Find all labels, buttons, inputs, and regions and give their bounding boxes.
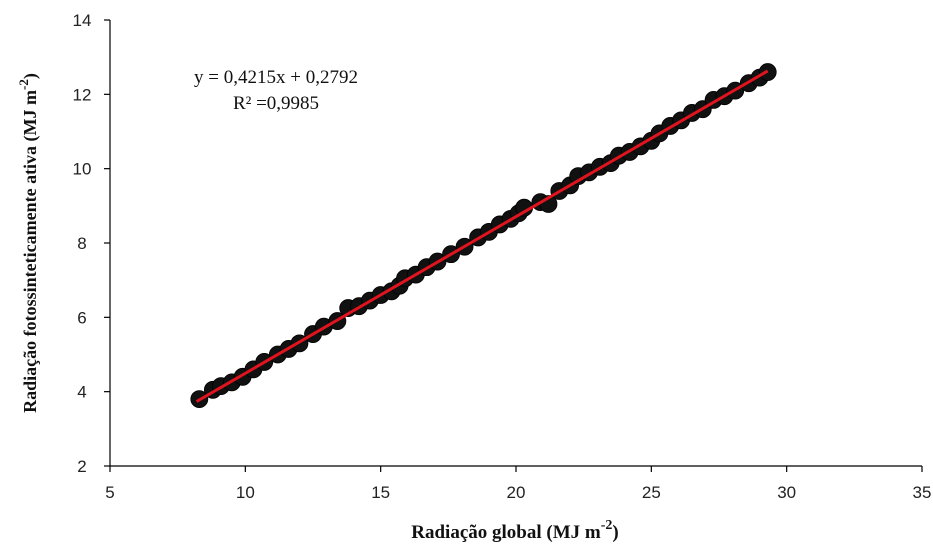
y-tick-label: 8 [77, 234, 86, 253]
y-tick-label: 6 [77, 308, 86, 327]
x-axis-title: Radiação global (MJ m-2) [411, 518, 618, 543]
y-tick-label: 10 [73, 160, 92, 179]
x-tick-label: 30 [777, 483, 796, 502]
x-tick-label: 10 [236, 483, 255, 502]
equation-label: y = 0,4215x + 0,2792 [194, 67, 358, 88]
y-tick-label: 12 [73, 85, 92, 104]
x-tick-label: 35 [913, 483, 932, 502]
ticks: 5 10 15 20 25 30 35 2 4 6 8 10 12 14 [73, 11, 932, 502]
trendline [195, 69, 769, 403]
r-squared-label: R² =0,9985 [233, 93, 319, 114]
y-tick-label: 14 [73, 11, 92, 30]
x-tick-label: 5 [105, 483, 114, 502]
y-axis-title: Radiação fotossinteticamente ativa (MJ m… [16, 73, 41, 413]
y-tick-label: 4 [77, 383, 86, 402]
x-tick-label: 25 [642, 483, 661, 502]
x-tick-label: 20 [507, 483, 526, 502]
x-tick-label: 15 [371, 483, 390, 502]
y-tick-label: 2 [77, 457, 86, 476]
